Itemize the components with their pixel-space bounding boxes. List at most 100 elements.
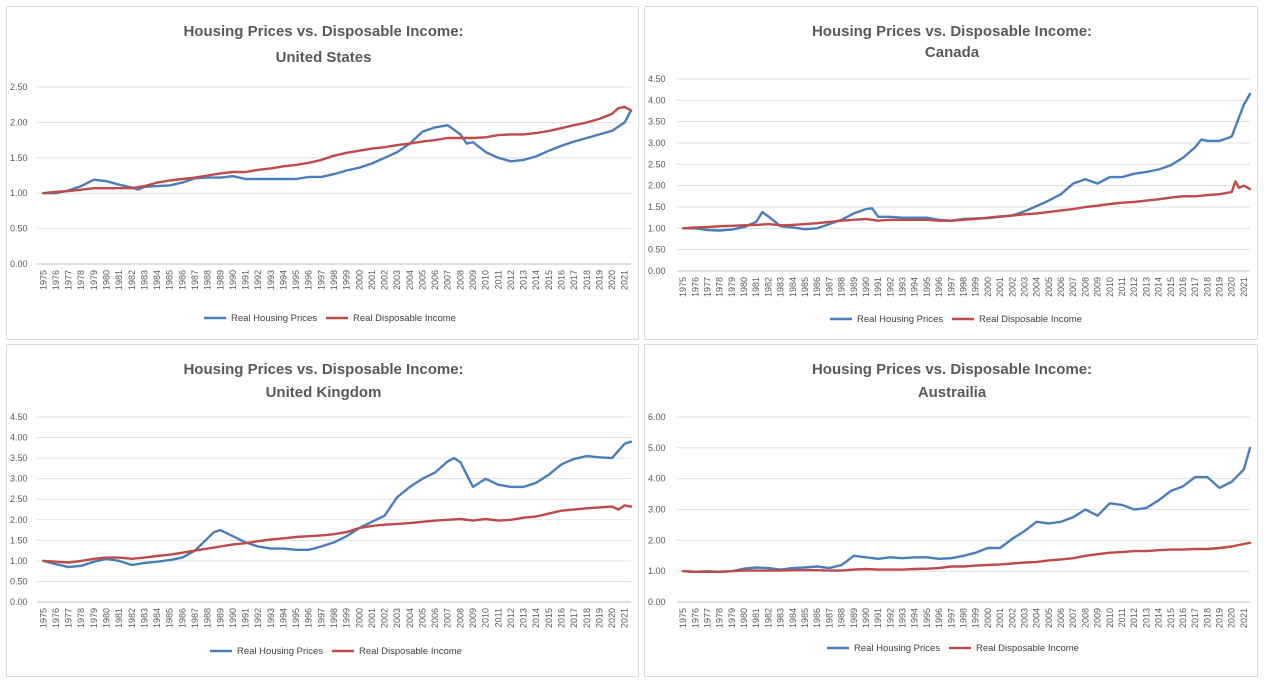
chart-title-line: Housing Prices vs. Disposable Income: bbox=[812, 23, 1092, 40]
x-tick-label: 2009 bbox=[1093, 608, 1103, 628]
x-tick-label: 1997 bbox=[946, 277, 956, 297]
y-tick-label: 0.00 bbox=[648, 266, 666, 276]
x-tick-label: 1992 bbox=[885, 608, 895, 628]
y-tick-label: 4.00 bbox=[648, 474, 666, 484]
x-tick-label: 1995 bbox=[922, 277, 932, 297]
y-tick-label: 1.00 bbox=[648, 223, 666, 233]
x-tick-label: 2019 bbox=[1215, 277, 1225, 297]
x-tick-label: 1978 bbox=[715, 277, 725, 297]
x-tick-label: 2003 bbox=[1019, 277, 1029, 297]
x-tick-label: 2013 bbox=[519, 608, 529, 628]
x-tick-label: 2000 bbox=[354, 608, 364, 628]
x-tick-label: 2008 bbox=[1080, 277, 1090, 297]
series-line-real-disposable-income bbox=[42, 504, 633, 564]
y-tick-label: 0.50 bbox=[648, 245, 666, 255]
x-tick-label: 1987 bbox=[824, 277, 834, 297]
x-tick-label: 1986 bbox=[812, 277, 822, 297]
x-tick-label: 1979 bbox=[89, 270, 99, 290]
x-tick-label: 2016 bbox=[1178, 608, 1188, 628]
x-tick-label: 2017 bbox=[1190, 277, 1200, 297]
x-tick-label: 2019 bbox=[594, 608, 604, 628]
x-tick-label: 2005 bbox=[417, 608, 427, 628]
legend-label: Real Housing Prices bbox=[854, 643, 940, 654]
x-tick-label: 1993 bbox=[898, 608, 908, 628]
x-tick-label: 2008 bbox=[455, 608, 465, 628]
legend-label: Real Disposable Income bbox=[979, 314, 1082, 325]
y-tick-label: 1.00 bbox=[10, 556, 28, 566]
x-tick-label: 2016 bbox=[1178, 277, 1188, 297]
x-tick-label: 2006 bbox=[430, 270, 440, 290]
x-tick-label: 1977 bbox=[64, 270, 74, 290]
x-tick-label: 1995 bbox=[291, 608, 301, 628]
x-tick-label: 1997 bbox=[316, 270, 326, 290]
x-tick-label: 1981 bbox=[114, 608, 124, 628]
x-tick-label: 1985 bbox=[165, 270, 175, 290]
x-tick-label: 1979 bbox=[89, 608, 99, 628]
chart-svg: Housing Prices vs. Disposable Income: Aus… bbox=[648, 361, 1252, 654]
x-tick-label: 2016 bbox=[556, 270, 566, 290]
x-tick-label: 1991 bbox=[241, 608, 251, 628]
x-tick-label: 2003 bbox=[392, 270, 402, 290]
y-tick-label: 3.50 bbox=[10, 453, 28, 463]
x-tick-label: 2001 bbox=[995, 608, 1005, 628]
x-tick-label: 2019 bbox=[594, 270, 604, 290]
legend-label: Real Disposable Income bbox=[359, 646, 462, 657]
x-tick-label: 1989 bbox=[849, 277, 859, 297]
x-tick-label: 2001 bbox=[995, 277, 1005, 297]
y-tick-label: 3.00 bbox=[10, 474, 28, 484]
x-tick-label: 1995 bbox=[922, 608, 932, 628]
chart-panel-united-states: Housing Prices vs. Disposable Income: Uni… bbox=[6, 6, 639, 340]
chart-svg: Housing Prices vs. Disposable Income: Can… bbox=[648, 23, 1252, 325]
legend-label: Real Housing Prices bbox=[857, 314, 943, 325]
y-tick-label: 4.50 bbox=[648, 74, 666, 84]
x-tick-label: 2006 bbox=[1056, 277, 1066, 297]
x-tick-label: 1989 bbox=[215, 270, 225, 290]
x-tick-label: 1992 bbox=[885, 277, 895, 297]
y-tick-label: 0.50 bbox=[10, 576, 28, 586]
x-tick-label: 1992 bbox=[253, 608, 263, 628]
chart-panel-united-kingdom: Housing Prices vs. Disposable Income: Uni… bbox=[6, 344, 639, 677]
x-tick-label: 2015 bbox=[544, 608, 554, 628]
x-tick-label: 2012 bbox=[506, 270, 516, 290]
x-tick-label: 1998 bbox=[959, 608, 969, 628]
chart-title-line: Canada bbox=[925, 44, 980, 61]
x-tick-label: 2000 bbox=[983, 608, 993, 628]
x-tick-label: 1982 bbox=[763, 277, 773, 297]
y-tick-label: 2.50 bbox=[648, 159, 666, 169]
x-tick-label: 2003 bbox=[392, 608, 402, 628]
x-tick-label: 2007 bbox=[1068, 608, 1078, 628]
x-tick-label: 2021 bbox=[1239, 277, 1249, 297]
x-tick-label: 2006 bbox=[1056, 608, 1066, 628]
x-tick-label: 2020 bbox=[607, 608, 617, 628]
series-line-real-housing-prices bbox=[42, 440, 633, 569]
x-tick-label: 1997 bbox=[946, 608, 956, 628]
x-tick-label: 2006 bbox=[430, 608, 440, 628]
x-tick-label: 1979 bbox=[727, 277, 737, 297]
x-tick-label: 1998 bbox=[959, 277, 969, 297]
x-tick-label: 2000 bbox=[354, 270, 364, 290]
x-tick-label: 2020 bbox=[607, 270, 617, 290]
x-tick-label: 1995 bbox=[291, 270, 301, 290]
series-line-real-housing-prices bbox=[681, 92, 1252, 232]
x-tick-label: 2004 bbox=[405, 270, 415, 290]
x-tick-label: 1994 bbox=[278, 608, 288, 628]
x-tick-label: 1999 bbox=[971, 608, 981, 628]
x-tick-label: 2010 bbox=[481, 270, 491, 290]
x-tick-label: 2003 bbox=[1019, 608, 1029, 628]
x-tick-label: 1976 bbox=[51, 270, 61, 290]
x-tick-label: 2004 bbox=[1032, 277, 1042, 297]
x-tick-label: 1976 bbox=[690, 277, 700, 297]
x-tick-label: 2001 bbox=[367, 608, 377, 628]
x-tick-label: 1988 bbox=[837, 277, 847, 297]
y-tick-label: 3.00 bbox=[648, 138, 666, 148]
chart-svg: Housing Prices vs. Disposable Income: Uni… bbox=[10, 361, 633, 657]
x-tick-label: 2015 bbox=[544, 270, 554, 290]
x-tick-label: 2018 bbox=[582, 270, 592, 290]
x-tick-label: 2013 bbox=[1141, 277, 1151, 297]
x-tick-label: 1998 bbox=[329, 270, 339, 290]
x-tick-label: 2021 bbox=[620, 608, 630, 628]
y-tick-label: 5.00 bbox=[648, 443, 666, 453]
x-tick-label: 1991 bbox=[873, 608, 883, 628]
y-tick-label: 1.50 bbox=[10, 535, 28, 545]
x-tick-label: 1996 bbox=[304, 270, 314, 290]
